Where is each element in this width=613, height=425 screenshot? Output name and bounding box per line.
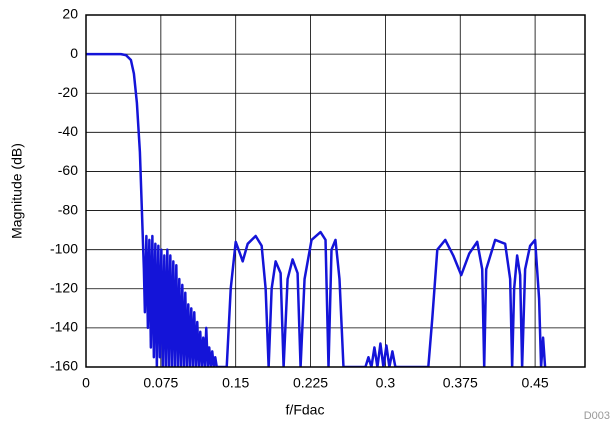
x-tick-label: 0.225 — [293, 375, 328, 391]
annotation: D003 — [584, 410, 610, 422]
y-tick-label: -160 — [50, 358, 78, 374]
y-tick-label: -40 — [58, 123, 78, 139]
y-tick-label: 20 — [62, 6, 78, 22]
x-tick-label: 0.3 — [376, 375, 396, 391]
y-tick-label: 0 — [70, 45, 78, 61]
y-tick-label: -80 — [58, 201, 78, 217]
x-tick-label: 0.075 — [143, 375, 178, 391]
x-tick-label: 0.45 — [521, 375, 548, 391]
y-tick-label: -20 — [58, 84, 78, 100]
y-axis-label: Magnitude (dB) — [9, 143, 25, 239]
x-tick-label: 0 — [82, 375, 90, 391]
plot-frame — [85, 14, 586, 368]
x-tick-label: 0.15 — [222, 375, 249, 391]
y-tick-label: -140 — [50, 319, 78, 335]
x-axis-label: f/Fdac — [286, 402, 325, 418]
x-tick-label: 0.375 — [443, 375, 478, 391]
y-tick-label: -60 — [58, 162, 78, 178]
y-tick-label: -120 — [50, 279, 78, 295]
y-tick-label: -100 — [50, 240, 78, 256]
data-line — [86, 52, 547, 367]
